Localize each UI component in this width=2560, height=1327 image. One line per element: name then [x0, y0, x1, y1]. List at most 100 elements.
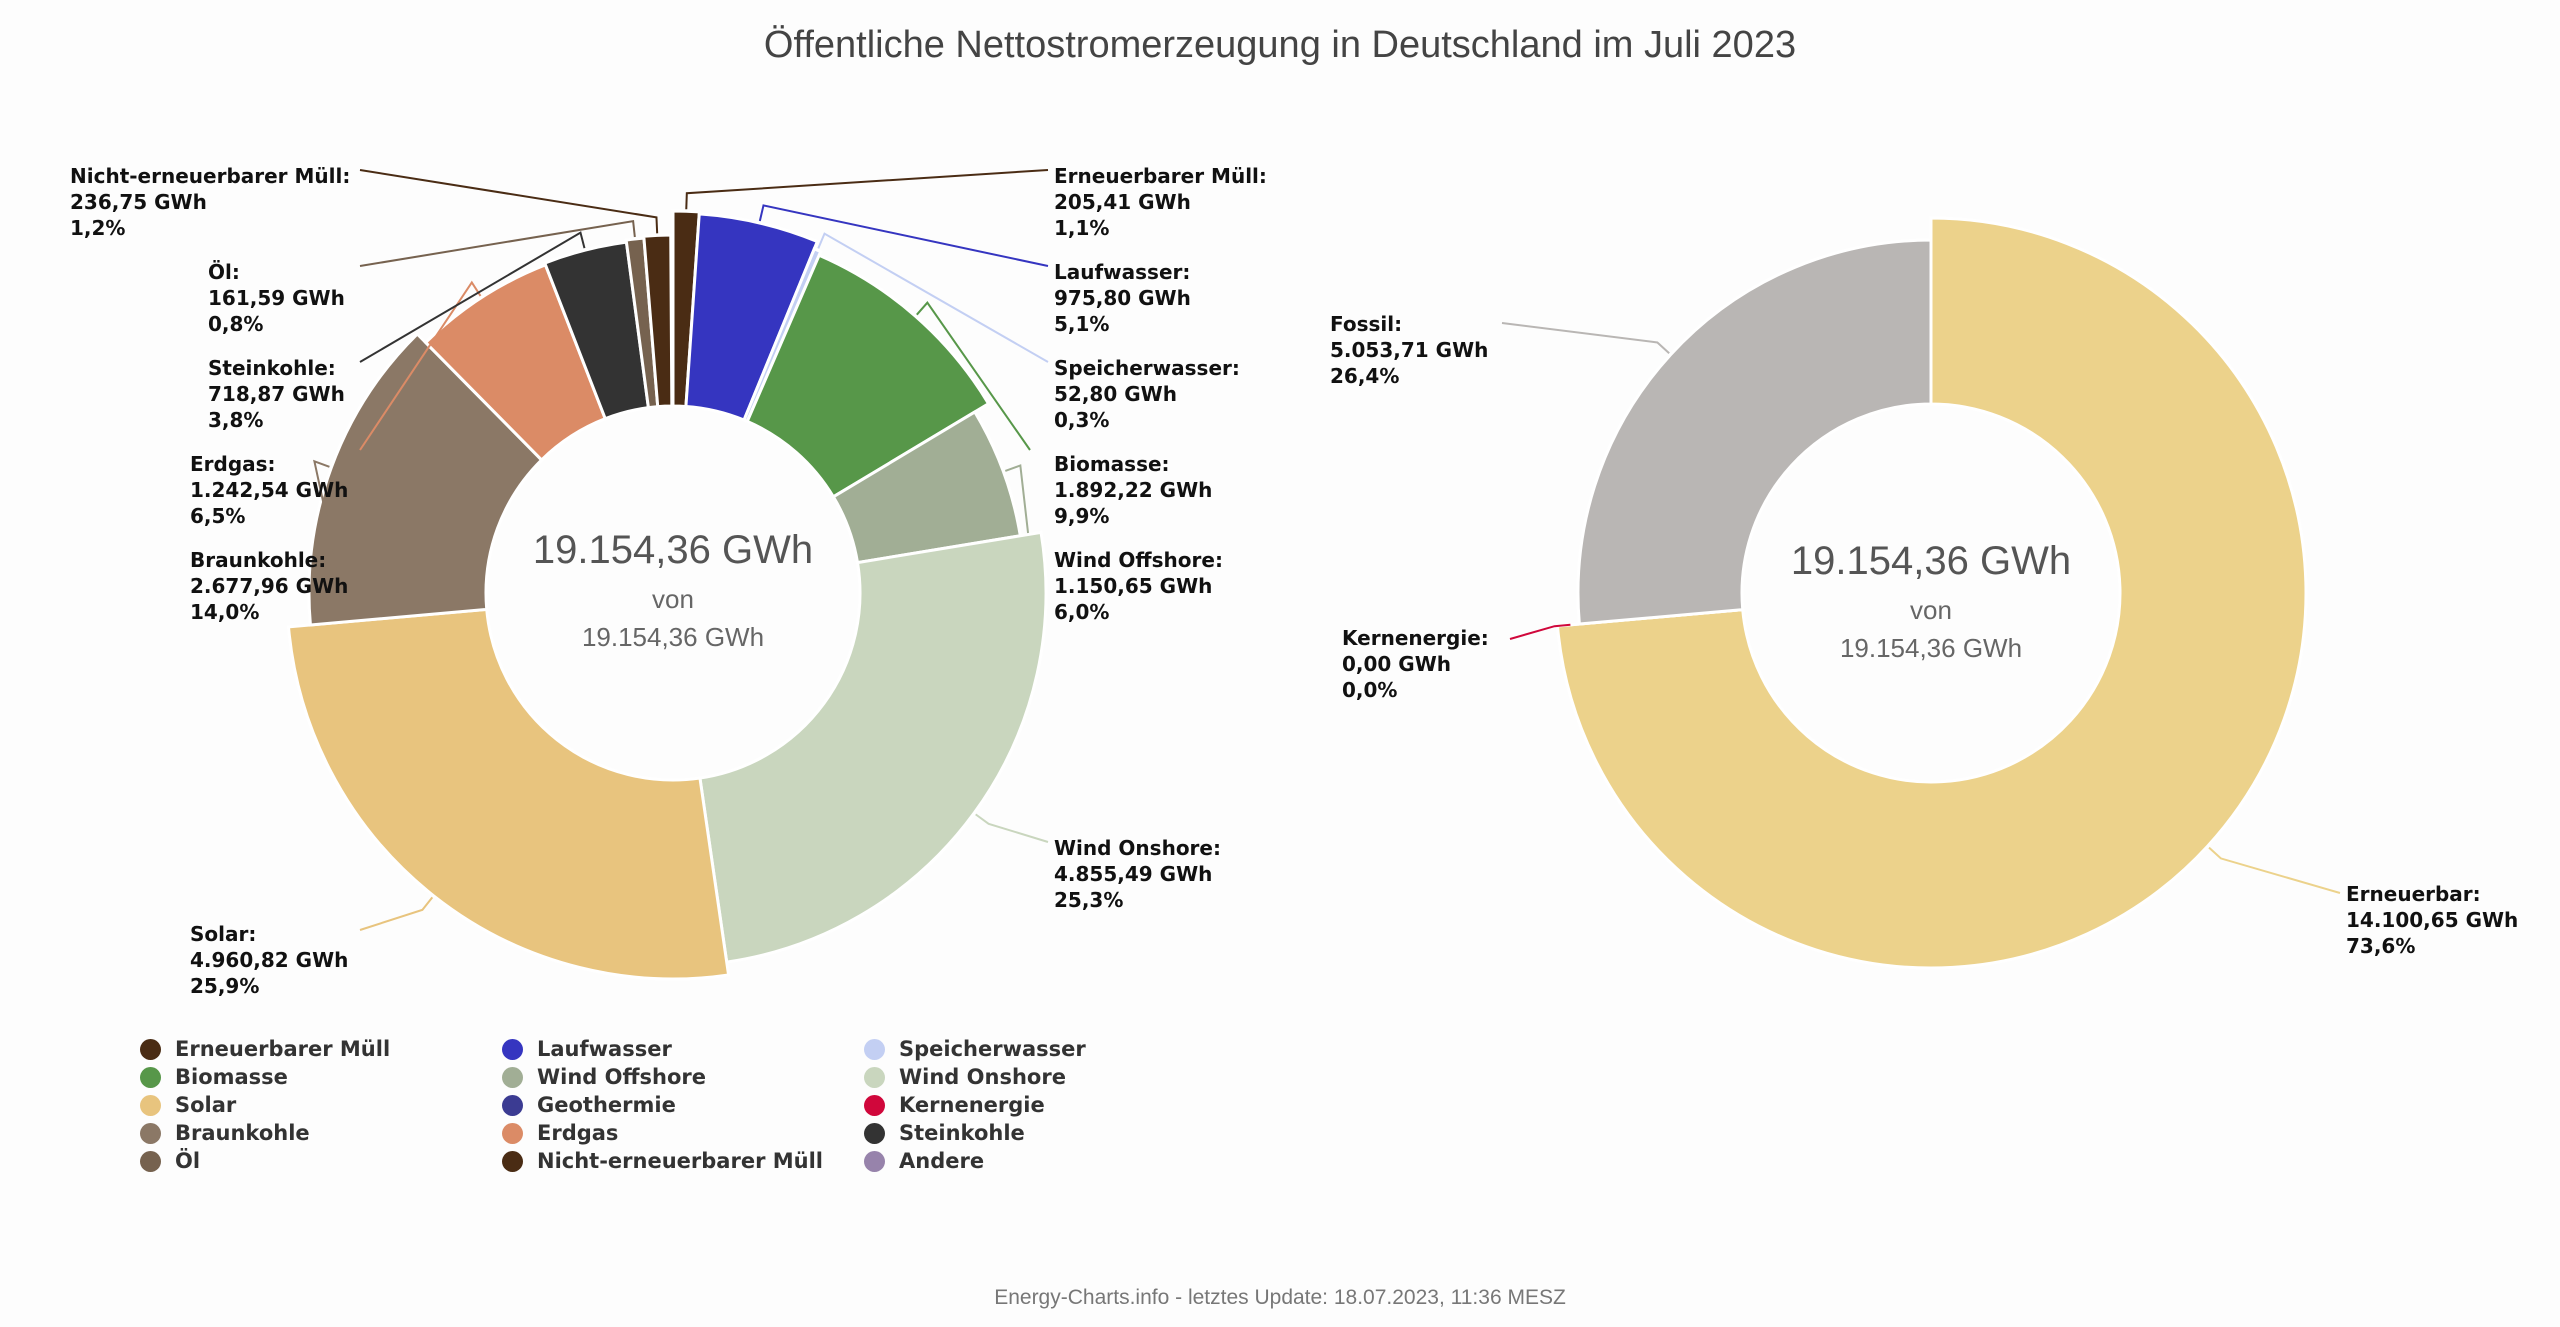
legend-item-oel[interactable]: Öl — [140, 1148, 502, 1174]
left-data-label-value-biomasse: 1.892,22 GWh — [1054, 478, 1212, 502]
left-center-total: 19.154,36 GWh — [582, 622, 764, 652]
legend-color-dot-icon — [864, 1094, 885, 1116]
left-leader-line-oel — [359, 219, 636, 267]
footer-credit: Energy-Charts.info - letztes Update: 18.… — [994, 1286, 1566, 1309]
left-data-label-value-oel: 161,59 GWh — [208, 286, 345, 310]
left-data-label-value-wind-onshore: 4.855,49 GWh — [1054, 862, 1212, 886]
legend-item-nicht-erneuerbarer-muell[interactable]: Nicht-erneuerbarer Müll — [502, 1148, 864, 1174]
legend-item-laufwasser[interactable]: Laufwasser — [502, 1036, 864, 1062]
left-center-value: 19.154,36 GWh — [533, 528, 813, 572]
left-leader-line-braunkohle — [313, 459, 341, 581]
left-data-label-value-laufwasser: 975,80 GWh — [1054, 286, 1191, 310]
left-data-label-name-colon-steinkohle: Steinkohle: — [208, 356, 336, 380]
legend-label: Geothermie — [537, 1093, 676, 1117]
right-data-label-name-colon-fossil: Fossil: — [1330, 312, 1402, 336]
left-data-label-name-colon-nicht-erneuerbarer-muell: Nicht-erneuerbarer Müll: — [70, 164, 350, 188]
legend-color-dot-icon — [502, 1094, 523, 1116]
left-data-label-value-braunkohle: 2.677,96 GWh — [190, 574, 348, 598]
legend-color-dot-icon — [140, 1066, 161, 1088]
legend-label: Öl — [175, 1149, 201, 1173]
legend-label: Solar — [175, 1093, 237, 1117]
legend-label: Andere — [899, 1149, 985, 1173]
legend-color-dot-icon — [502, 1150, 523, 1172]
left-leader-line-erdgas — [359, 280, 482, 451]
legend-item-wind-onshore[interactable]: Wind Onshore — [864, 1064, 1164, 1090]
left-data-label-percent-erdgas: 6,5% — [190, 504, 245, 528]
left-leader-line-nicht-erneuerbarer-muell — [359, 169, 659, 234]
left-center-connector: von — [652, 584, 694, 614]
left-data-label-percent-biomasse: 9,9% — [1054, 504, 1109, 528]
left-data-label-percent-solar: 25,9% — [190, 974, 259, 998]
left-slice-braunkohle[interactable] — [307, 331, 544, 627]
left-data-label-name-colon-erneuerbarer-muell: Erneuerbarer Müll: — [1054, 164, 1267, 188]
legend-item-erdgas[interactable]: Erdgas — [502, 1120, 864, 1146]
left-slice-biomasse[interactable] — [745, 253, 991, 499]
right-center-connector: von — [1910, 595, 1952, 625]
left-data-label-percent-nicht-erneuerbarer-muell: 1,2% — [70, 216, 125, 240]
left-data-label-percent-braunkohle: 14,0% — [190, 600, 259, 624]
left-data-label-name-colon-speicherwasser: Speicherwasser: — [1054, 356, 1240, 380]
left-slice-laufwasser[interactable] — [684, 212, 820, 422]
left-data-label-name-colon-solar: Solar: — [190, 922, 256, 946]
legend-color-dot-icon — [140, 1094, 161, 1116]
legend-color-dot-icon — [140, 1150, 161, 1172]
right-data-label-name-colon-kernenergie: Kernenergie: — [1342, 626, 1489, 650]
left-data-label-value-solar: 4.960,82 GWh — [190, 948, 348, 972]
legend-item-speicherwasser[interactable]: Speicherwasser — [864, 1036, 1164, 1062]
left-data-label-name-colon-wind-offshore: Wind Offshore: — [1054, 548, 1223, 572]
right-data-label-percent-erneuerbar: 73,6% — [2346, 934, 2415, 958]
left-data-label-percent-speicherwasser: 0,3% — [1054, 408, 1109, 432]
right-data-label-value-fossil: 5.053,71 GWh — [1330, 338, 1488, 362]
legend-color-dot-icon — [864, 1150, 885, 1172]
left-data-label-name-colon-braunkohle: Braunkohle: — [190, 548, 326, 572]
legend-item-wind-offshore[interactable]: Wind Offshore — [502, 1064, 864, 1090]
left-data-label-value-erdgas: 1.242,54 GWh — [190, 478, 348, 502]
legend-label: Erdgas — [537, 1121, 619, 1145]
left-slice-wind-onshore[interactable] — [698, 530, 1048, 964]
left-leader-line-biomasse — [916, 301, 1031, 451]
left-data-label-percent-wind-offshore: 6,0% — [1054, 600, 1109, 624]
legend-label: Kernenergie — [899, 1093, 1045, 1117]
left-data-label-percent-wind-onshore: 25,3% — [1054, 888, 1123, 912]
legend-item-braunkohle[interactable]: Braunkohle — [140, 1120, 502, 1146]
right-slice-erneuerbar[interactable] — [1555, 216, 2308, 970]
left-slice-solar[interactable] — [286, 607, 731, 981]
right-data-label-value-kernenergie: 0,00 GWh — [1342, 652, 1451, 676]
legend-item-steinkohle[interactable]: Steinkohle — [864, 1120, 1164, 1146]
legend-item-solar[interactable]: Solar — [140, 1092, 502, 1118]
legend-color-dot-icon — [140, 1122, 161, 1144]
left-leader-line-wind-offshore — [1004, 464, 1031, 551]
legend-item-kernenergie[interactable]: Kernenergie — [864, 1092, 1164, 1118]
left-slice-nicht-erneuerbarer-muell[interactable] — [642, 233, 674, 409]
legend-color-dot-icon — [864, 1038, 885, 1060]
left-data-label-value-speicherwasser: 52,80 GWh — [1054, 382, 1177, 406]
right-slice-fossil[interactable] — [1576, 238, 1933, 626]
legend-label: Biomasse — [175, 1065, 288, 1089]
legend-item-andere[interactable]: Andere — [864, 1148, 1164, 1174]
left-data-label-value-erneuerbarer-muell: 205,41 GWh — [1054, 190, 1191, 214]
legend-item-erneuerbarer-muell[interactable]: Erneuerbarer Müll — [140, 1036, 502, 1062]
right-center-total: 19.154,36 GWh — [1840, 633, 2022, 663]
left-data-label-percent-erneuerbarer-muell: 1,1% — [1054, 216, 1109, 240]
legend-label: Wind Onshore — [899, 1065, 1066, 1089]
right-data-label-percent-kernenergie: 0,0% — [1342, 678, 1397, 702]
legend-label: Erneuerbarer Müll — [175, 1037, 391, 1061]
right-data-label-name-colon-erneuerbar: Erneuerbar: — [2346, 882, 2481, 906]
legend-label: Nicht-erneuerbarer Müll — [537, 1149, 823, 1173]
left-leader-line-speicherwasser — [817, 232, 1049, 363]
right-data-label-value-erneuerbar: 14.100,65 GWh — [2346, 908, 2518, 932]
left-leader-line-steinkohle — [359, 231, 586, 363]
left-leader-line-wind-onshore — [975, 813, 1049, 843]
legend-color-dot-icon — [502, 1122, 523, 1144]
left-data-label-value-wind-offshore: 1.150,65 GWh — [1054, 574, 1212, 598]
left-data-label-name-colon-erdgas: Erdgas: — [190, 452, 276, 476]
legend-item-biomasse[interactable]: Biomasse — [140, 1064, 502, 1090]
legend-label: Braunkohle — [175, 1121, 310, 1145]
left-data-label-value-steinkohle: 718,87 GWh — [208, 382, 345, 406]
left-data-label-value-nicht-erneuerbarer-muell: 236,75 GWh — [70, 190, 207, 214]
left-data-label-name-colon-oel: Öl: — [208, 260, 240, 284]
legend-item-geothermie[interactable]: Geothermie — [502, 1092, 864, 1118]
